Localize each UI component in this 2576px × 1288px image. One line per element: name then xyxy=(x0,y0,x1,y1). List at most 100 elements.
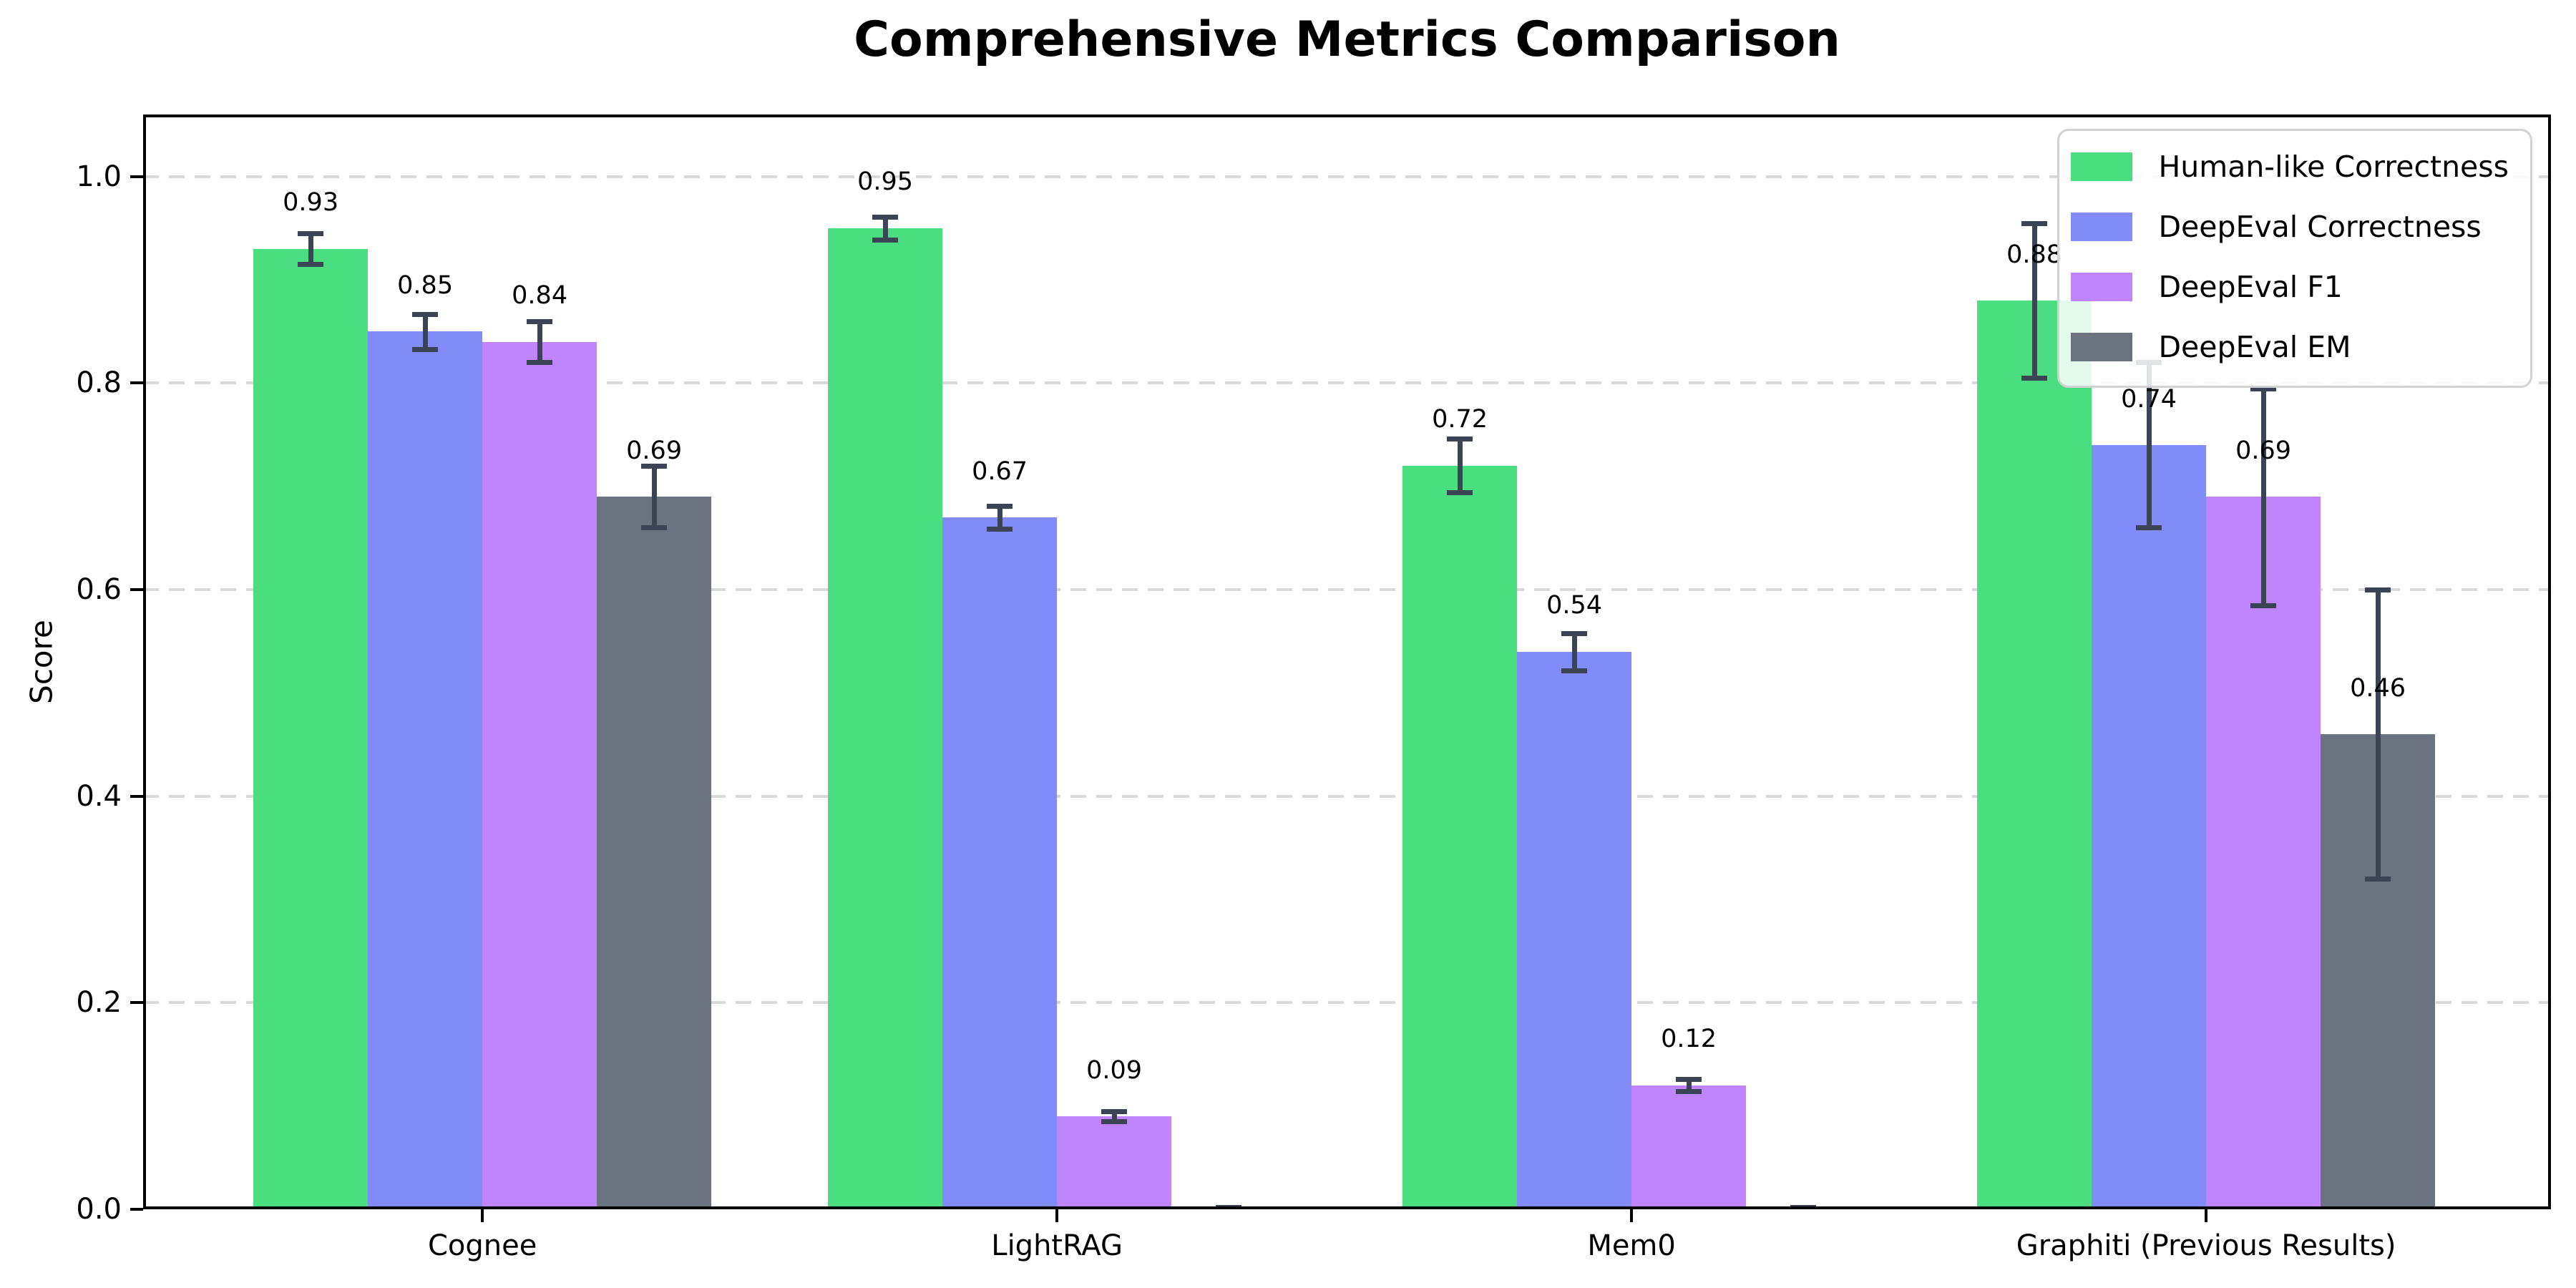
x-tick-label-cognee: Cognee xyxy=(427,1229,537,1262)
legend-item-human-like-correctness: Human-like Correctness xyxy=(2071,148,2509,185)
spine-bottom xyxy=(143,1206,2551,1209)
legend-label-human-like-correctness: Human-like Correctness xyxy=(2158,150,2509,184)
error-cap-bottom-deepeval-correctness-graphiti-previous-results xyxy=(2136,525,2162,531)
error-bar-deepeval-correctness-cognee xyxy=(422,313,428,349)
error-bar-deepeval-em-cognee xyxy=(651,465,657,528)
bar-human-like-correctness-graphiti-previous-results xyxy=(1977,300,2092,1209)
error-cap-bottom-human-like-correctness-mem0 xyxy=(1447,490,1473,496)
spine-top xyxy=(143,114,2551,117)
bar-deepeval-correctness-mem0 xyxy=(1517,651,1632,1209)
error-cap-top-human-like-correctness-lightrag xyxy=(872,214,899,220)
y-tick-label-1.0: 1.0 xyxy=(76,160,122,193)
error-cap-top-human-like-correctness-graphiti-previous-results xyxy=(2021,220,2048,226)
legend-item-deepeval-f1: DeepEval F1 xyxy=(2071,268,2509,306)
bar-deepeval-correctness-lightrag xyxy=(942,517,1058,1209)
legend-swatch-deepeval-em xyxy=(2071,333,2133,361)
error-cap-top-deepeval-correctness-cognee xyxy=(412,311,439,317)
legend-swatch-deepeval-correctness xyxy=(2071,213,2133,241)
legend-box: Human-like Correctness DeepEval Correctne… xyxy=(2057,129,2532,388)
error-cap-top-deepeval-f1-cognee xyxy=(527,318,553,324)
x-tick-label-graphiti-previous-results: Graphiti (Previous Results) xyxy=(2016,1229,2396,1262)
spine-left xyxy=(143,114,146,1209)
value-label-deepeval-f1-lightrag: 0.09 xyxy=(1086,1055,1143,1085)
value-label-human-like-correctness-mem0: 0.72 xyxy=(1432,405,1488,434)
x-tick-mark-mem0 xyxy=(1630,1209,1634,1222)
y-tick-mark-0.6 xyxy=(130,587,143,591)
value-label-deepeval-f1-mem0: 0.12 xyxy=(1661,1025,1717,1054)
error-cap-bottom-deepeval-f1-mem0 xyxy=(1676,1089,1702,1095)
y-tick-label-0.0: 0.0 xyxy=(76,1193,122,1226)
error-bar-deepeval-f1-cognee xyxy=(537,321,542,363)
y-tick-mark-0.0 xyxy=(130,1208,143,1211)
value-label-deepeval-f1-cognee: 0.84 xyxy=(512,281,568,311)
error-bar-human-like-correctness-mem0 xyxy=(1457,439,1463,493)
value-label-human-like-correctness-graphiti-previous-results: 0.88 xyxy=(2006,240,2063,269)
gridline-0.8 xyxy=(143,381,2551,385)
bar-human-like-correctness-cognee xyxy=(253,248,369,1209)
x-tick-label-lightrag: LightRAG xyxy=(991,1229,1123,1262)
value-label-deepeval-em-cognee: 0.69 xyxy=(626,436,683,465)
spine-right xyxy=(2548,114,2551,1209)
legend-swatch-deepeval-f1 xyxy=(2071,273,2133,301)
error-bar-human-like-correctness-graphiti-previous-results xyxy=(2031,223,2037,379)
error-bar-deepeval-f1-mem0 xyxy=(1686,1079,1692,1092)
y-tick-label-0.8: 0.8 xyxy=(76,366,122,400)
error-cap-top-deepeval-em-cognee xyxy=(641,463,668,469)
error-cap-top-human-like-correctness-mem0 xyxy=(1447,436,1473,442)
bar-deepeval-em-cognee xyxy=(597,497,712,1209)
x-tick-mark-lightrag xyxy=(1055,1209,1059,1222)
y-tick-label-0.4: 0.4 xyxy=(76,779,122,813)
bar-deepeval-f1-graphiti-previous-results xyxy=(2206,497,2321,1209)
bar-deepeval-f1-lightrag xyxy=(1057,1116,1172,1209)
error-bar-deepeval-correctness-lightrag xyxy=(997,506,1002,529)
gridline-1.0 xyxy=(143,175,2551,178)
bar-deepeval-correctness-cognee xyxy=(368,331,483,1209)
value-label-deepeval-correctness-lightrag: 0.67 xyxy=(972,457,1028,486)
bar-deepeval-f1-cognee xyxy=(482,341,597,1209)
y-tick-label-0.6: 0.6 xyxy=(76,572,122,606)
plot-area: 0.93 0.95 0.72 0.88 0.85 0.67 0.54 0.74 0.84 0.09… xyxy=(143,114,2551,1209)
y-tick-mark-1.0 xyxy=(130,175,143,178)
error-bar-deepeval-correctness-graphiti-previous-results xyxy=(2146,362,2152,528)
legend-item-deepeval-correctness: DeepEval Correctness xyxy=(2071,208,2509,245)
legend-item-deepeval-em: DeepEval EM xyxy=(2071,328,2509,366)
gridline-0.2 xyxy=(143,1001,2551,1005)
error-cap-bottom-deepeval-correctness-cognee xyxy=(412,346,439,352)
value-label-deepeval-em-graphiti-previous-results: 0.46 xyxy=(2350,673,2406,703)
legend-label-deepeval-f1: DeepEval F1 xyxy=(2158,270,2343,304)
x-tick-mark-graphiti-previous-results xyxy=(2205,1209,2208,1222)
error-cap-bottom-deepeval-correctness-lightrag xyxy=(987,526,1013,532)
y-tick-label-0.2: 0.2 xyxy=(76,986,122,1020)
error-cap-bottom-deepeval-em-graphiti-previous-results xyxy=(2365,877,2391,882)
bar-human-like-correctness-lightrag xyxy=(828,228,943,1209)
error-cap-top-deepeval-correctness-mem0 xyxy=(1561,630,1588,636)
y-tick-mark-0.2 xyxy=(130,1001,143,1005)
value-label-deepeval-correctness-graphiti-previous-results: 0.74 xyxy=(2121,384,2177,414)
error-cap-top-deepeval-em-graphiti-previous-results xyxy=(2365,587,2391,592)
legend-label-deepeval-correctness: DeepEval Correctness xyxy=(2158,210,2482,244)
y-tick-mark-0.8 xyxy=(130,381,143,385)
y-axis-title: Score xyxy=(24,620,59,704)
bar-human-like-correctness-mem0 xyxy=(1402,465,1518,1209)
legend-swatch-human-like-correctness xyxy=(2071,152,2133,181)
error-bar-deepeval-f1-lightrag xyxy=(1111,1111,1117,1122)
error-cap-bottom-deepeval-f1-cognee xyxy=(527,360,553,366)
error-bar-deepeval-f1-graphiti-previous-results xyxy=(2260,388,2266,605)
error-cap-bottom-deepeval-f1-graphiti-previous-results xyxy=(2250,602,2277,608)
x-tick-mark-cognee xyxy=(481,1209,484,1222)
error-cap-bottom-human-like-correctness-lightrag xyxy=(872,237,899,243)
error-cap-top-deepeval-f1-graphiti-previous-results xyxy=(2250,386,2277,391)
error-cap-bottom-deepeval-em-cognee xyxy=(641,525,668,531)
error-cap-top-deepeval-f1-lightrag xyxy=(1101,1108,1128,1114)
chart-title: Comprehensive Metrics Comparison xyxy=(854,11,1840,68)
value-label-deepeval-correctness-cognee: 0.85 xyxy=(397,270,454,300)
bar-deepeval-correctness-graphiti-previous-results xyxy=(2092,444,2207,1209)
value-label-human-like-correctness-lightrag: 0.95 xyxy=(857,167,914,197)
error-cap-bottom-deepeval-f1-lightrag xyxy=(1101,1119,1128,1125)
value-label-human-like-correctness-cognee: 0.93 xyxy=(283,188,339,218)
error-cap-bottom-human-like-correctness-graphiti-previous-results xyxy=(2021,376,2048,381)
error-cap-top-deepeval-f1-mem0 xyxy=(1676,1077,1702,1083)
x-tick-label-mem0: Mem0 xyxy=(1587,1229,1676,1262)
value-label-deepeval-f1-graphiti-previous-results: 0.69 xyxy=(2235,436,2292,465)
